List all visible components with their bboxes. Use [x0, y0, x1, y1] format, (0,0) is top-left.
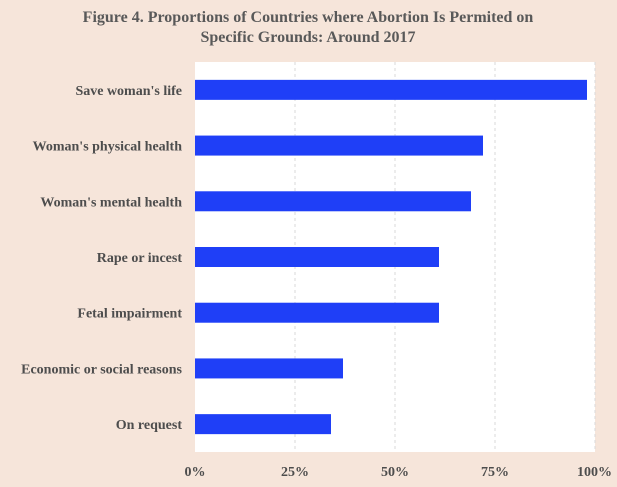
- chart-title-line-2: Specific Grounds: Around 2017: [200, 29, 415, 46]
- x-tick-label-25: 25%: [281, 465, 309, 480]
- bar-on-request: [195, 414, 331, 435]
- category-label-woman-s-mental-health: Woman's mental health: [40, 195, 182, 210]
- x-tick-label-50: 50%: [381, 465, 409, 480]
- chart-title-line-1: Figure 4. Proportions of Countries where…: [83, 9, 534, 26]
- category-label-fetal-impairment: Fetal impairment: [77, 307, 182, 322]
- x-tick-label-75: 75%: [481, 465, 509, 480]
- category-label-save-woman-s-life: Save woman's life: [75, 84, 182, 99]
- x-tick-label-0: 0%: [185, 465, 206, 480]
- category-label-woman-s-physical-health: Woman's physical health: [33, 140, 183, 155]
- category-label-on-request: On request: [116, 418, 183, 433]
- bars: [195, 79, 587, 435]
- x-tick-label-100: 100%: [577, 465, 612, 480]
- category-label-economic-or-social-reasons: Economic or social reasons: [21, 362, 182, 377]
- bar-save-woman-s-life: [195, 79, 587, 100]
- x-axis-tick-labels: 0% 25% 50% 75% 100%: [185, 465, 613, 480]
- bar-rape-or-incest: [195, 247, 439, 267]
- category-labels: Save woman's life Woman's physical health…: [21, 84, 182, 433]
- bar-economic-or-social-reasons: [195, 358, 343, 379]
- bar-woman-s-mental-health: [195, 191, 471, 212]
- bar-woman-s-physical-health: [195, 135, 483, 156]
- category-label-rape-or-incest: Rape or incest: [97, 251, 183, 266]
- bar-fetal-impairment: [195, 302, 439, 323]
